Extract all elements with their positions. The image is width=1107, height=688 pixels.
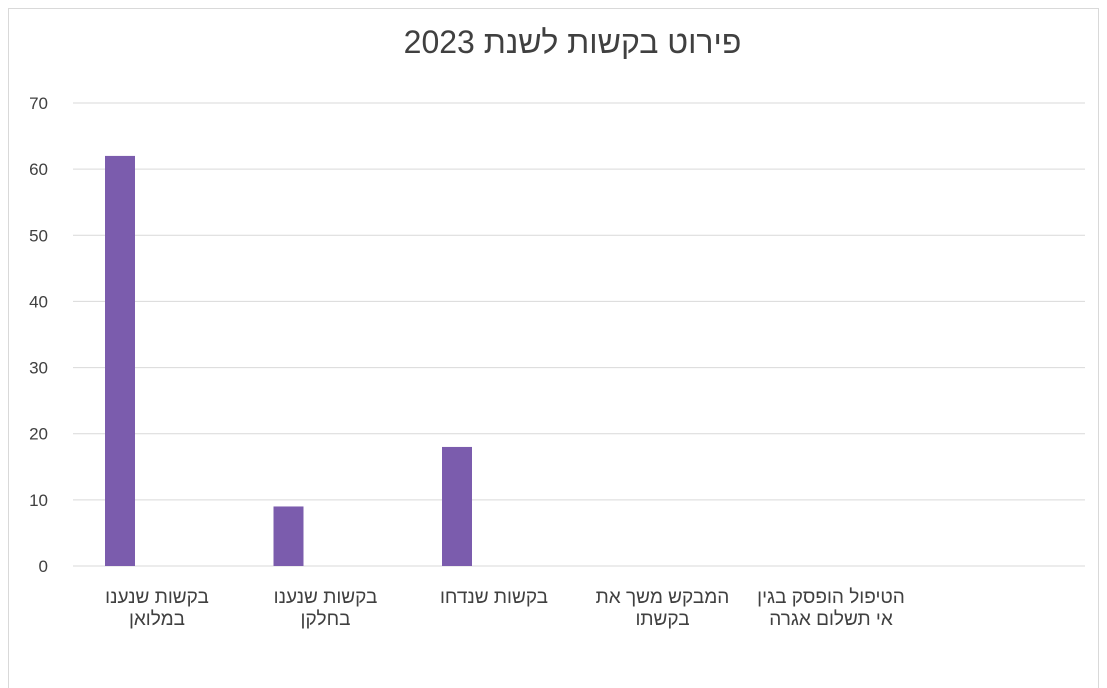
chart-title: פירוט בקשות לשנת 2023: [403, 24, 742, 60]
y-tick-label: 30: [29, 359, 48, 378]
bar: [105, 155, 135, 566]
x-tick-label: המבקש משך את בקשתו: [595, 587, 730, 630]
y-tick-label: 70: [29, 94, 48, 113]
x-tick-label: בקשות שנענו במלואן: [105, 587, 209, 630]
x-tick-label: הטיפול הופסק בגין אי תשלום אגרה: [757, 587, 905, 630]
y-tick-label: 50: [29, 226, 48, 245]
y-tick-label: 10: [29, 491, 48, 510]
x-tick-label: בקשות שנענו בחלקן: [273, 587, 378, 630]
bar: [442, 446, 472, 566]
y-tick-label: 0: [39, 557, 48, 576]
y-tick-label: 60: [29, 160, 48, 179]
x-tick-label: בקשות שנדחו: [439, 587, 549, 608]
chart-frame: [8, 8, 1099, 688]
y-tick-label: 40: [29, 292, 48, 311]
bar: [273, 506, 304, 566]
y-tick-label: 20: [29, 425, 48, 444]
